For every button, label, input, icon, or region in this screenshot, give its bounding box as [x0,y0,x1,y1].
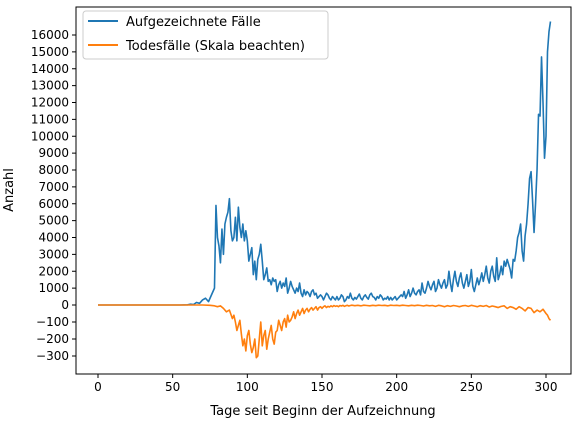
plot-area [98,21,552,359]
y-tick-label: 12000 [31,96,69,110]
y-tick-label: 0 [61,298,69,312]
y-tick-label: −200 [36,332,69,346]
y-tick-label: 2000 [38,264,69,278]
y-tick-label: 8000 [38,163,69,177]
x-axis-ticks: 0 50 100 150 200 250 300 [94,374,557,394]
legend-label-deaths: Todesfälle (Skala beachten) [125,39,305,54]
y-tick-label: 6000 [38,197,69,211]
y-tick-label: 15000 [31,45,69,59]
y-tick-label: 13000 [31,79,69,93]
x-tick-label: 150 [311,380,334,394]
x-tick-label: 250 [460,380,483,394]
x-tick-label: 300 [535,380,558,394]
axes-frame [75,6,572,375]
y-tick-label: 9000 [38,146,69,160]
y-tick-label: 1000 [38,281,69,295]
y-axis-label: Anzahl [2,168,17,212]
legend-label-cases: Aufgezeichnete Fälle [126,15,261,30]
y-tick-label: 10000 [31,129,69,143]
y-tick-label: 5000 [38,214,69,228]
y-tick-label: 7000 [38,180,69,194]
y-tick-label: 3000 [38,247,69,261]
x-axis-label: Tage seit Beginn der Aufzeichnung [209,404,435,419]
x-tick-label: 50 [165,380,180,394]
y-tick-label: −100 [36,315,69,329]
y-tick-label: 16000 [31,28,69,42]
y-tick-label: −300 [36,349,69,363]
x-tick-label: 100 [236,380,259,394]
y-tick-label: 14000 [31,62,69,76]
legend-box [82,10,329,60]
y-axis-ticks: −300 −200 −100 0 1000 2000 3000 4000 5000 6000 700… [31,28,76,363]
series-line-1 [98,304,552,359]
y-tick-label: 4000 [38,231,69,245]
series-line-0 [98,21,552,306]
x-tick-label: 0 [94,380,102,394]
y-tick-label: 11000 [31,112,69,126]
legend: Aufgezeichnete Fälle Todesfälle (Skala b… [82,10,329,60]
x-tick-label: 200 [385,380,408,394]
